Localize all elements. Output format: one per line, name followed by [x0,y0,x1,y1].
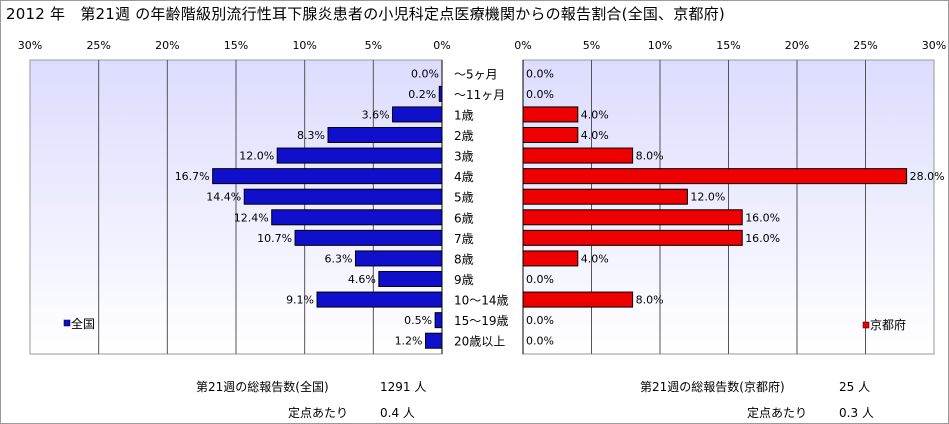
kyoto-x-tick-label: 20% [785,39,809,52]
kyoto-bar [522,168,908,185]
national-x-tick-label: 5% [365,39,382,52]
national-per-label: 定点あたり [288,406,349,420]
kyoto-data-label: 8.0% [636,294,664,307]
national-x-tick-label: 25% [86,39,110,52]
kyoto-bar [522,127,579,143]
kyoto-x-tick-label: 25% [853,39,877,52]
national-bar [378,271,443,287]
category-label: 20歳以上 [454,335,505,349]
national-data-label: 9.1% [286,294,314,307]
kyoto-x-tick-label: 5% [583,39,600,52]
category-label: 10～14歳 [454,294,509,308]
kyoto-bar [522,209,743,226]
national-per-value: 0.4 人 [380,406,415,420]
national-data-label: 12.0% [239,150,274,163]
kyoto-data-label: 8.0% [636,150,664,163]
national-bar [271,209,443,226]
national-legend-swatch [63,319,71,327]
category-label: 1歳 [454,108,474,122]
category-label: 4歳 [454,170,474,184]
national-bar [212,168,443,185]
kyoto-x-tick-label: 0% [514,39,531,52]
kyoto-legend-label: 京都府 [870,317,906,332]
national-data-label: 16.7% [175,170,210,183]
category-label: 7歳 [454,232,474,246]
kyoto-data-label: 16.0% [745,211,780,224]
kyoto-x-tick-label: 10% [648,39,672,52]
kyoto-bar [522,188,688,205]
national-bar [276,147,443,164]
category-label: 3歳 [454,150,474,164]
national-bar [392,106,443,123]
national-bar [425,332,443,349]
category-label: 15～19歳 [454,314,509,328]
national-legend-label: 全国 [71,316,95,331]
national-data-label: 1.2% [395,335,423,348]
national-data-label: 12.4% [234,211,269,224]
national-total-label: 第21週の総報告数(全国) [196,380,329,394]
kyoto-bar [522,106,579,123]
national-data-label: 0.2% [408,88,436,101]
national-data-label: 8.3% [297,129,325,142]
national-bar [354,250,443,267]
kyoto-data-label: 28.0% [910,170,945,183]
national-data-label: 0.5% [404,314,432,327]
category-label: ～5ヶ月 [454,67,498,81]
national-bar [438,85,443,102]
kyoto-data-label: 4.0% [581,129,609,142]
national-total-value: 1291 人 [380,380,427,394]
national-data-label: 14.4% [206,191,241,204]
kyoto-x-tick-label: 30% [922,39,946,52]
kyoto-x-tick-label: 15% [716,39,740,52]
kyoto-data-label: 0.0% [526,314,554,327]
national-bar [434,312,443,329]
chart-title: 2012 年 第21週 の年齢階級別流行性耳下腺炎患者の小児科定点医療機関からの… [6,5,725,23]
kyoto-total-value: 25 人 [839,380,871,394]
kyoto-total-label: 第21週の総報告数(京都府) [640,380,785,394]
kyoto-per-label: 定点あたり [747,406,808,420]
kyoto-data-label: 0.0% [526,88,554,101]
national-data-label: 3.6% [362,108,390,121]
national-x-tick-label: 20% [155,39,179,52]
category-label: 8歳 [454,252,474,266]
kyoto-data-label: 0.0% [526,273,554,286]
national-data-label: 4.6% [348,273,376,286]
kyoto-data-label: 4.0% [581,108,609,121]
kyoto-data-label: 0.0% [526,335,554,348]
kyoto-data-label: 12.0% [690,191,725,204]
national-bar [327,127,443,143]
national-x-tick-label: 15% [224,39,248,52]
category-label: 2歳 [454,129,474,143]
kyoto-data-label: 0.0% [526,67,554,80]
national-x-tick-label: 0% [433,39,450,52]
kyoto-legend-swatch [862,321,870,329]
category-label: ～11ヶ月 [454,88,505,102]
category-label: 6歳 [454,211,474,225]
national-bar [316,291,443,308]
category-label: 9歳 [454,273,474,287]
national-data-label: 0.0% [411,67,439,80]
kyoto-data-label: 16.0% [745,232,780,245]
national-x-tick-label: 30% [18,39,42,52]
national-data-label: 10.7% [257,232,292,245]
national-bar [294,229,443,246]
kyoto-data-label: 4.0% [581,252,609,265]
category-label: 5歳 [454,191,474,205]
kyoto-per-value: 0.3 人 [839,406,874,420]
national-x-tick-label: 10% [292,39,316,52]
kyoto-bar [522,229,743,246]
kyoto-bar [522,291,634,308]
kyoto-bar [522,250,579,267]
national-bar [243,188,443,205]
kyoto-bar [522,147,634,164]
national-data-label: 6.3% [325,252,353,265]
